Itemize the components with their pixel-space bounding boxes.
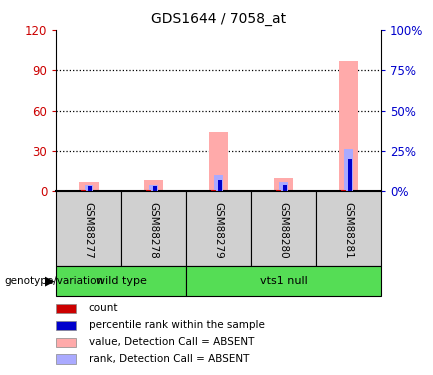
Bar xyxy=(341,190,346,191)
Text: GSM88278: GSM88278 xyxy=(149,202,159,259)
Bar xyxy=(279,182,288,191)
Bar xyxy=(81,190,86,191)
Bar xyxy=(146,190,151,191)
Text: GSM88281: GSM88281 xyxy=(343,202,354,259)
Bar xyxy=(144,180,163,191)
Bar xyxy=(344,149,353,191)
Bar xyxy=(56,338,76,347)
Bar xyxy=(84,185,93,191)
Text: GSM88279: GSM88279 xyxy=(213,202,224,259)
Bar xyxy=(283,185,287,191)
Text: genotype/variation: genotype/variation xyxy=(4,276,103,286)
Bar xyxy=(56,354,76,364)
Text: vts1 null: vts1 null xyxy=(260,276,307,286)
Bar xyxy=(276,190,281,191)
Bar xyxy=(186,191,251,266)
Bar xyxy=(88,186,92,191)
Bar xyxy=(56,304,76,313)
Bar xyxy=(186,266,381,296)
Bar xyxy=(251,191,316,266)
Bar xyxy=(209,132,229,191)
Bar xyxy=(339,61,359,191)
Text: value, Detection Call = ABSENT: value, Detection Call = ABSENT xyxy=(89,337,254,347)
Bar xyxy=(56,191,121,266)
Text: GSM88280: GSM88280 xyxy=(278,202,289,259)
Bar xyxy=(56,321,76,330)
Bar xyxy=(214,175,223,191)
Bar xyxy=(121,191,186,266)
Bar xyxy=(274,178,294,191)
Bar xyxy=(153,186,157,191)
Bar xyxy=(218,180,222,191)
Text: wild type: wild type xyxy=(96,276,147,286)
Bar xyxy=(316,191,381,266)
Title: GDS1644 / 7058_at: GDS1644 / 7058_at xyxy=(151,12,286,26)
Text: rank, Detection Call = ABSENT: rank, Detection Call = ABSENT xyxy=(89,354,249,364)
Text: GSM88277: GSM88277 xyxy=(84,202,94,259)
Text: count: count xyxy=(89,303,118,313)
Bar xyxy=(211,190,216,191)
Text: percentile rank within the sample: percentile rank within the sample xyxy=(89,320,265,330)
Bar xyxy=(56,266,186,296)
Text: ▶: ▶ xyxy=(45,275,55,288)
Bar xyxy=(79,182,99,191)
Bar xyxy=(149,185,158,191)
Bar xyxy=(348,159,352,191)
